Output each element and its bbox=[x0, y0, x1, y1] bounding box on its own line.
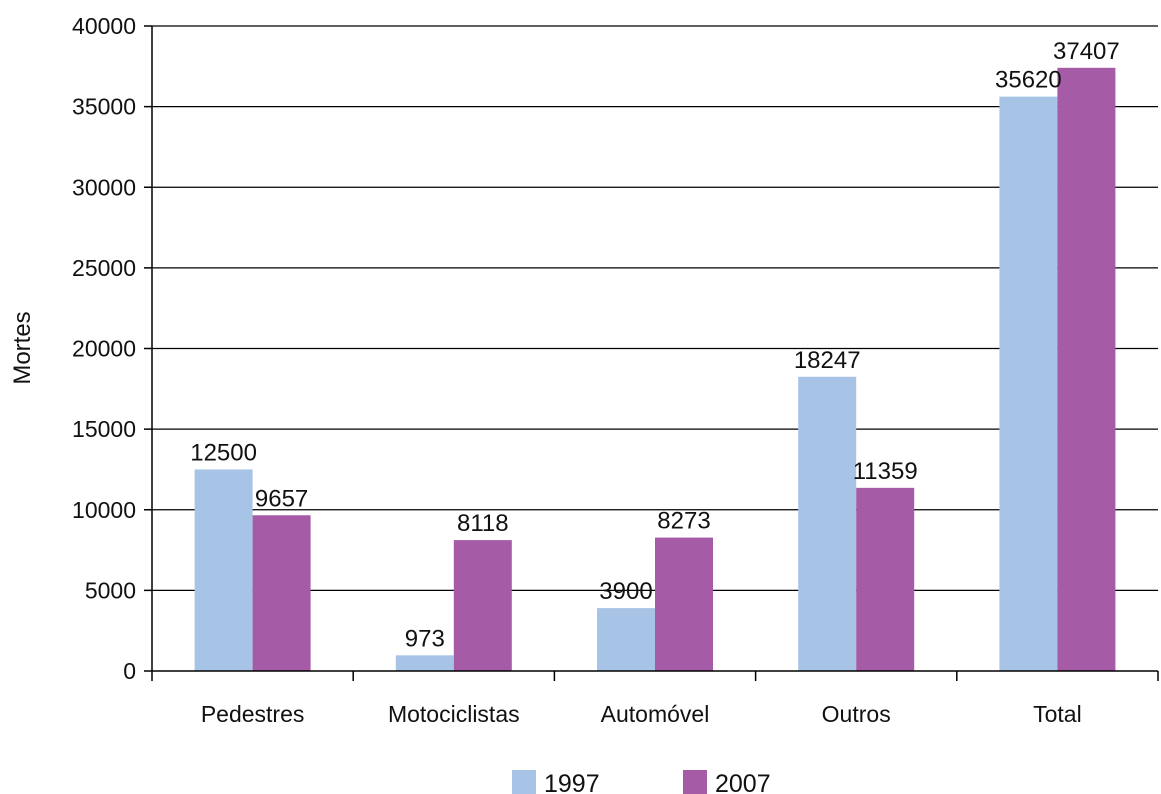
x-tick-label: Total bbox=[1033, 701, 1082, 727]
y-tick-label: 10000 bbox=[72, 497, 136, 523]
bar-1997-Total bbox=[999, 96, 1058, 671]
data-labels: 12500 973 3900 18247 35620 9657 8118 8273 11359 3… bbox=[190, 38, 1120, 652]
bar-2007-Motociclistas bbox=[453, 540, 512, 671]
bars bbox=[194, 67, 1116, 671]
bar-2007-Pedestres bbox=[252, 515, 311, 671]
x-tick-label: Automóvel bbox=[601, 701, 710, 727]
bar-1997-Outros bbox=[798, 376, 857, 671]
x-tick-label: Outros bbox=[822, 701, 891, 727]
data-label: 8118 bbox=[457, 510, 509, 537]
legend: 1997 2007 bbox=[512, 770, 771, 794]
data-label: 37407 bbox=[1053, 38, 1120, 65]
data-label: 11359 bbox=[853, 458, 918, 485]
data-label: 973 bbox=[405, 625, 445, 652]
bar-2007-Total bbox=[1057, 67, 1116, 671]
data-label: 35620 bbox=[995, 67, 1062, 94]
y-tick-label: 30000 bbox=[72, 174, 136, 200]
legend-label: 1997 bbox=[544, 770, 600, 794]
gridlines bbox=[152, 25, 1158, 591]
data-label: 18247 bbox=[794, 347, 861, 374]
bar-1997-Pedestres bbox=[194, 469, 253, 671]
y-axis-label: Mortes bbox=[9, 311, 36, 384]
x-tick-label: Pedestres bbox=[201, 701, 305, 727]
bar-2007-Outros bbox=[856, 487, 915, 671]
y-tick-label: 40000 bbox=[72, 13, 136, 39]
y-tick-label: 15000 bbox=[72, 416, 136, 442]
y-tick-label: 25000 bbox=[72, 255, 136, 281]
legend-swatch-1997 bbox=[512, 770, 536, 794]
data-label: 3900 bbox=[599, 578, 652, 605]
y-tick-label: 20000 bbox=[72, 336, 136, 362]
y-tick-label: 0 bbox=[123, 658, 136, 684]
legend-swatch-2007 bbox=[683, 770, 707, 794]
axes bbox=[151, 26, 1158, 672]
data-label: 9657 bbox=[255, 485, 308, 512]
x-tick-label: Motociclistas bbox=[388, 701, 520, 727]
bar-2007-Automóvel bbox=[655, 537, 713, 671]
legend-label: 2007 bbox=[715, 770, 771, 794]
data-label: 8273 bbox=[657, 508, 710, 535]
x-axis-ticks: Pedestres Motociclistas Automóvel Outros Tot… bbox=[151, 671, 1159, 727]
y-tick-label: 5000 bbox=[85, 577, 136, 603]
y-axis-ticks: 0 5000 10000 15000 20000 25000 30000 35000 40000 bbox=[72, 13, 152, 684]
bar-1997-Motociclistas bbox=[395, 655, 454, 671]
y-tick-label: 35000 bbox=[72, 94, 136, 120]
data-label: 12500 bbox=[190, 439, 257, 466]
bar-1997-Automóvel bbox=[597, 608, 655, 671]
